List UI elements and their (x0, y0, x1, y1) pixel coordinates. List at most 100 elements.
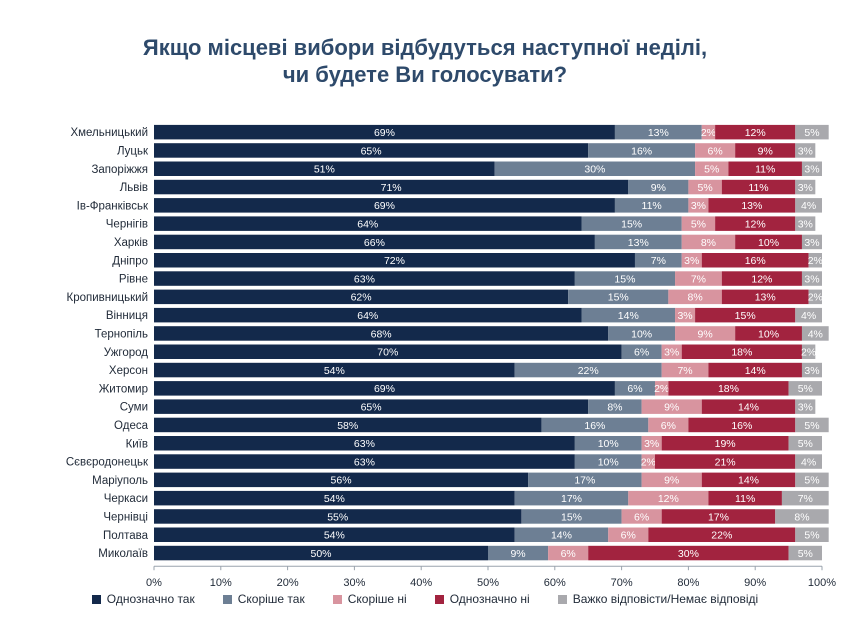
bar-value-label: 3% (691, 200, 706, 212)
bar-value-label: 30% (678, 548, 699, 560)
bar-segment (154, 161, 495, 176)
bar-segment (795, 143, 816, 158)
category-label: Вінниця (106, 310, 148, 322)
bar-segment (795, 124, 829, 140)
bar-segment (628, 179, 689, 195)
bar-value-label: 65% (361, 145, 382, 157)
bar-value-label: 6% (708, 145, 723, 157)
category-label: Хмельницький (70, 127, 148, 139)
bar-segment (154, 271, 575, 286)
legend-swatch (91, 594, 101, 604)
bar-segment (801, 362, 822, 378)
bar-value-label: 12% (751, 273, 772, 285)
bar-segment (795, 472, 829, 488)
bar-segment (588, 545, 789, 561)
bar-segment (661, 344, 682, 359)
category-label: Рівне (119, 274, 148, 286)
bar-value-label: 4% (808, 328, 823, 340)
bar-value-label: 64% (357, 218, 378, 230)
bar-segment (154, 307, 582, 323)
bar-segment (661, 509, 776, 524)
bar-segment (721, 289, 809, 305)
bar-value-label: 8% (607, 401, 622, 413)
category-label: Київ (126, 438, 148, 450)
x-tick-label: 50% (477, 577, 499, 589)
bar-value-label: 63% (354, 438, 375, 450)
bar-segment (681, 344, 802, 359)
bar-segment (808, 289, 822, 305)
bar-value-label: 12% (745, 127, 766, 139)
bar-segment (795, 417, 829, 433)
bar-value-label: 2% (808, 255, 823, 267)
bar-segment (795, 527, 829, 542)
category-label: Львів (120, 182, 148, 194)
bar-segment (695, 307, 796, 323)
bar-value-label: 3% (644, 438, 659, 450)
bar-value-label: 6% (627, 383, 642, 395)
bar-segment (688, 417, 796, 433)
bar-value-label: 3% (804, 273, 819, 285)
bar-segment (735, 143, 796, 158)
bar-value-label: 5% (798, 438, 813, 450)
bar-segment (648, 417, 689, 433)
bar-value-label: 3% (677, 310, 692, 322)
bar-value-label: 5% (691, 218, 706, 230)
legend-item: Однозначно так (91, 592, 195, 606)
bar-value-label: 9% (758, 145, 773, 157)
bar-segment (154, 490, 515, 506)
bar-value-label: 10% (758, 328, 779, 340)
bar-value-label: 5% (804, 475, 819, 487)
bar-segment (661, 436, 789, 451)
category-label: Тернопіль (95, 328, 148, 340)
bar-segment (681, 234, 736, 250)
bar-value-label: 22% (711, 530, 732, 542)
bar-value-label: 55% (327, 511, 348, 523)
bar-segment (568, 289, 669, 305)
x-tick-label: 90% (744, 577, 766, 589)
bar-value-label: 68% (371, 328, 392, 340)
bar-segment (154, 326, 609, 341)
bar-value-label: 8% (794, 511, 809, 523)
bar-value-label: 65% (361, 401, 382, 413)
bar-segment (701, 399, 796, 414)
bar-value-label: 69% (374, 200, 395, 212)
bar-segment (728, 161, 802, 176)
bar-value-label: 5% (804, 127, 819, 139)
bar-value-label: 19% (715, 438, 736, 450)
bar-segment (701, 124, 716, 140)
bar-segment (614, 198, 689, 213)
category-label: Ів-Франківськ (77, 200, 149, 212)
x-tick-label: 0% (146, 577, 162, 589)
bar-segment (801, 271, 822, 286)
bar-segment (581, 307, 676, 323)
bar-value-label: 54% (324, 530, 345, 542)
legend-item: Скоріше ні (332, 592, 407, 606)
legend-label: Важко відповісти/Немає відповіді (572, 592, 759, 606)
bar-value-label: 4% (801, 456, 816, 468)
bar-segment (154, 545, 488, 561)
bar-value-label: 14% (618, 310, 639, 322)
bar-value-label: 71% (381, 182, 402, 194)
bar-value-label: 7% (798, 493, 813, 505)
bar-value-label: 6% (561, 548, 576, 560)
bar-value-label: 10% (598, 438, 619, 450)
bar-segment (801, 234, 822, 250)
bar-segment (708, 362, 802, 378)
bar-segment (154, 509, 522, 524)
bar-segment (715, 124, 796, 140)
bar-segment (781, 490, 829, 506)
bar-value-label: 22% (578, 365, 599, 377)
category-label: Одеса (114, 420, 149, 432)
bar-value-label: 15% (621, 218, 642, 230)
bar-value-label: 2% (641, 456, 656, 468)
bar-segment (775, 509, 829, 524)
category-label: Чернігів (106, 219, 148, 231)
bar-value-label: 5% (804, 420, 819, 432)
x-tick-label: 10% (210, 577, 232, 589)
bar-value-label: 51% (314, 164, 335, 176)
bar-value-label: 14% (745, 365, 766, 377)
bar-value-label: 58% (337, 420, 358, 432)
category-label: Ужгород (104, 347, 148, 359)
bar-value-label: 17% (574, 475, 595, 487)
